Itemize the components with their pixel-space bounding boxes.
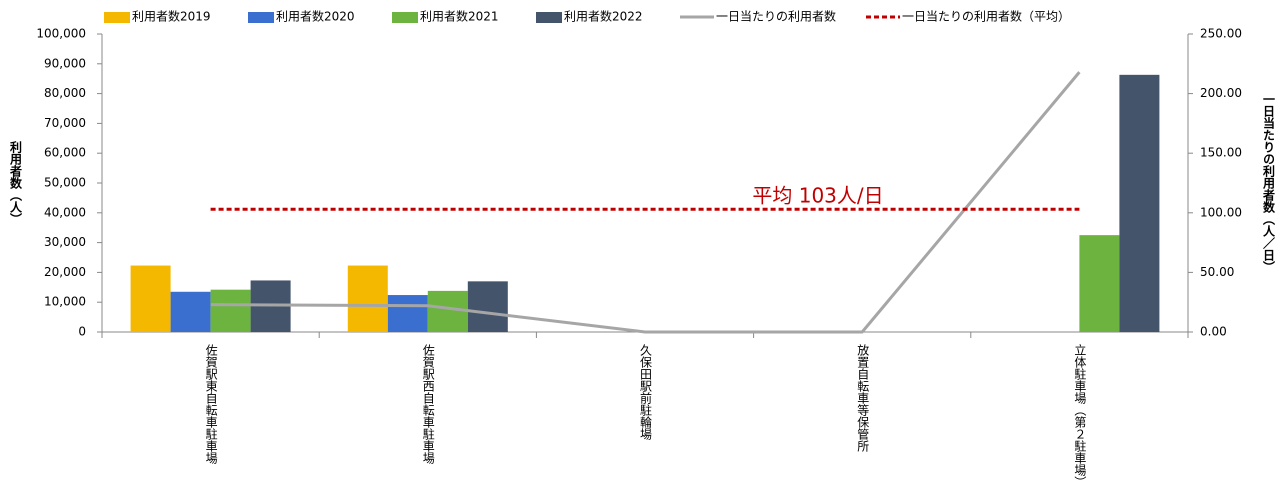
bar: [467, 281, 508, 332]
bar: [427, 290, 468, 332]
legend-label: 利用者数2020: [276, 9, 355, 24]
y2-tick-label: 0.00: [1200, 325, 1227, 339]
y2-tick-label: 250.00: [1200, 27, 1242, 41]
x-tick-label: 佐賀駅西自転車駐車場: [421, 344, 435, 465]
y-tick-label: 70,000: [44, 116, 86, 130]
x-tick-label: 放置自転車等保管所: [856, 343, 870, 452]
y-tick-label: 90,000: [44, 56, 86, 70]
y-tick-label: 0: [78, 325, 86, 339]
line: [210, 71, 1081, 334]
y-tick-label: 20,000: [44, 265, 86, 279]
legend-symbol: [248, 12, 274, 23]
x-tick-label: 佐賀駅東自転車駐車場: [204, 344, 218, 465]
y-tick-label: 40,000: [44, 205, 86, 219]
y-tick-label: 10,000: [44, 295, 86, 309]
legend-label: 利用者数2021: [420, 9, 499, 24]
legend-symbol: [392, 12, 418, 23]
y2-tick-label: 100.00: [1200, 205, 1242, 219]
y-tick-label: 50,000: [44, 176, 86, 190]
y-axis-title: 利用者数（人）: [9, 140, 23, 225]
y2-axis-title: 一日当たりの利用者数（人／日）: [1262, 93, 1276, 273]
bar: [347, 265, 388, 332]
legend-symbol: [104, 12, 130, 23]
bar: [130, 265, 171, 332]
bar: [1119, 74, 1160, 333]
bar: [210, 289, 251, 332]
legend-label: 一日当たりの利用者数（平均）: [902, 9, 1070, 24]
bar: [170, 291, 211, 332]
y-tick-label: 30,000: [44, 235, 86, 249]
y-tick-label: 80,000: [44, 86, 86, 100]
y-tick-label: 60,000: [44, 146, 86, 160]
y2-tick-label: 200.00: [1200, 86, 1242, 100]
bar: [387, 295, 428, 332]
y-tick-label: 100,000: [36, 27, 86, 41]
y2-tick-label: 150.00: [1200, 146, 1242, 160]
legend-label: 一日当たりの利用者数: [716, 9, 836, 24]
legend-label: 利用者数2019: [132, 9, 211, 24]
bar: [1079, 235, 1120, 332]
x-tick-label: 久保田駅前駐輪場: [639, 344, 653, 441]
x-tick-label: 立体駐車場（第２駐車場）: [1073, 343, 1087, 488]
annotation: 平均 103人/日: [752, 184, 883, 208]
legend-label: 利用者数2022: [564, 9, 643, 24]
y2-tick-label: 50.00: [1200, 265, 1234, 279]
legend-symbol: [536, 12, 562, 23]
